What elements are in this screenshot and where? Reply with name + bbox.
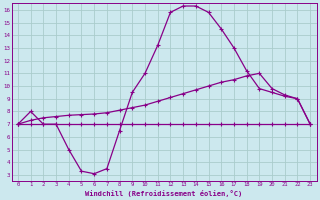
X-axis label: Windchill (Refroidissement éolien,°C): Windchill (Refroidissement éolien,°C) — [85, 190, 243, 197]
